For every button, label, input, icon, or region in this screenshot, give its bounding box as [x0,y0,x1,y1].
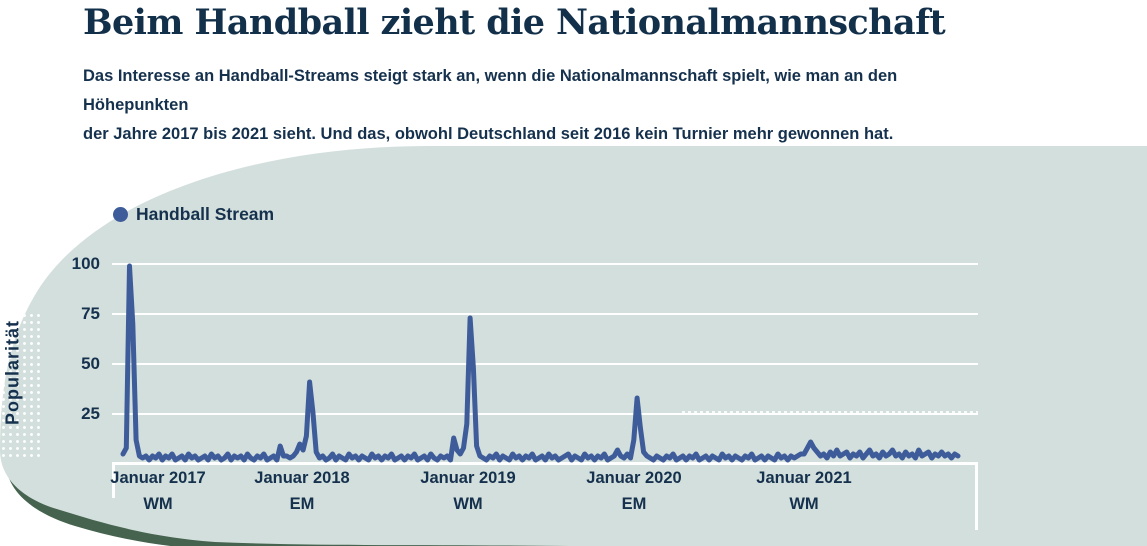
event-label: WM [789,495,819,513]
x-tick: Januar 2021 WM [724,469,884,513]
x-axis-line [112,462,978,465]
y-axis-title: Popularität [2,320,23,426]
x-tick-label: Januar 2019 [420,469,516,487]
x-tick-label: Januar 2017 [110,469,206,487]
page-title: Beim Handball zieht die Nationalmannscha… [83,2,946,43]
axis-tick-right [975,462,978,530]
event-label: WM [453,495,483,513]
gridline [112,413,978,415]
event-label: EM [621,495,647,513]
legend-label: Handball Stream [136,204,275,224]
x-tick: Januar 2018 EM [222,469,382,513]
chart-legend: Handball Stream [113,204,274,225]
gridline [112,263,978,265]
x-tick: Januar 2017 WM [78,469,238,513]
y-tick-label: 25 [81,404,100,423]
subtitle-line-2: der Jahre 2017 bis 2021 sieht. Und das, … [83,125,894,143]
x-tick: Januar 2019 WM [388,469,548,513]
subtitle-line-1: Das Interesse an Handball-Streams steigt… [83,67,898,114]
y-tick-label: 75 [81,304,100,323]
x-tick-label: Januar 2018 [254,469,350,487]
axis-tick-left [112,462,115,498]
x-tick-label: Januar 2021 [756,469,852,487]
legend-dot-icon [113,207,128,222]
x-tick-label: Januar 2020 [586,469,682,487]
gridline [112,313,978,315]
event-label: EM [289,495,315,513]
y-tick-label: 50 [81,354,100,373]
x-tick: Januar 2020 EM [554,469,714,513]
page-subtitle: Das Interesse an Handball-Streams steigt… [83,62,1003,149]
halftone-dots-pattern [0,312,44,460]
y-tick-label: 100 [71,254,100,273]
dashed-guide-line [682,411,978,413]
event-label: WM [143,495,173,513]
gridline [112,363,978,365]
